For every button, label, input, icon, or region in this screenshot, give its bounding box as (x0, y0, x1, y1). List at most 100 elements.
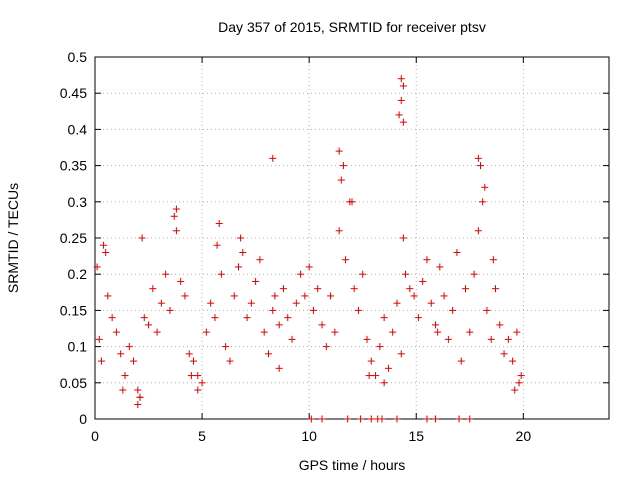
data-point (207, 299, 215, 307)
data-point (397, 96, 405, 104)
data-point (449, 306, 457, 314)
data-point (432, 415, 440, 423)
data-point (462, 285, 470, 293)
data-point (399, 82, 407, 90)
data-point (455, 415, 463, 423)
y-tick-label: 0.35 (60, 158, 87, 174)
data-point (217, 270, 225, 278)
data-point (215, 220, 223, 228)
x-tick-label: 5 (198, 428, 206, 444)
data-point (145, 321, 153, 329)
data-point (187, 372, 195, 380)
data-point (393, 415, 401, 423)
data-point (284, 314, 292, 322)
data-point (344, 415, 352, 423)
data-point (496, 321, 504, 329)
data-point (457, 357, 465, 365)
chart-title: Day 357 of 2015, SRMTID for receiver pts… (218, 19, 486, 35)
data-point (260, 328, 268, 336)
data-point (491, 285, 499, 293)
data-point (436, 263, 444, 271)
data-point (108, 314, 116, 322)
data-point (247, 299, 255, 307)
data-point (322, 343, 330, 351)
data-point (339, 162, 347, 170)
data-point (307, 415, 315, 423)
y-tick-label: 0.1 (68, 339, 88, 355)
data-point (252, 277, 260, 285)
data-point (399, 234, 407, 242)
data-point (100, 241, 108, 249)
y-tick-label: 0.3 (68, 194, 88, 210)
axis-ticks: 0 0.05 0.1 0.15 0.2 0.25 0.3 0.35 0.4 0.45 0.5 0 5 10… (60, 49, 609, 444)
y-tick-label: 0.15 (60, 302, 87, 318)
data-point (138, 234, 146, 242)
data-point (181, 292, 189, 300)
data-point (309, 306, 317, 314)
y-tick-label: 0.4 (68, 121, 88, 137)
data-point (354, 306, 362, 314)
data-point (395, 111, 403, 119)
data-point (517, 372, 525, 380)
data-point (318, 321, 326, 329)
data-point (172, 205, 180, 213)
data-point (466, 328, 474, 336)
data-point (117, 350, 125, 358)
data-point (397, 350, 405, 358)
data-point (314, 285, 322, 293)
data-point (134, 386, 142, 394)
data-point (149, 285, 157, 293)
data-point (297, 270, 305, 278)
data-point (275, 364, 283, 372)
data-point (483, 306, 491, 314)
data-point (367, 415, 375, 423)
data-point (509, 357, 517, 365)
data-point (335, 147, 343, 155)
y-tick-label: 0.5 (68, 49, 88, 65)
data-point (162, 270, 170, 278)
data-point (337, 176, 345, 184)
data-point (140, 314, 148, 322)
data-point (234, 263, 242, 271)
data-point (402, 270, 410, 278)
data-point (125, 343, 133, 351)
data-point (305, 263, 313, 271)
y-axis-label: SRMTID / TECUs (5, 183, 21, 293)
data-point (222, 343, 230, 351)
x-axis-label: GPS time / hours (299, 457, 406, 473)
data-point (513, 328, 521, 336)
data-point (479, 198, 487, 206)
data-point (157, 299, 165, 307)
data-point (327, 292, 335, 300)
data-point (211, 314, 219, 322)
data-point (279, 285, 287, 293)
data-point (414, 314, 422, 322)
data-point (269, 154, 277, 162)
data-point (194, 386, 202, 394)
data-point (434, 328, 442, 336)
x-tick-label: 0 (91, 428, 99, 444)
data-point (226, 357, 234, 365)
data-point (172, 227, 180, 235)
data-point (504, 335, 512, 343)
data-point (153, 328, 161, 336)
data-point (166, 306, 174, 314)
y-tick-label: 0.25 (60, 230, 87, 246)
data-points (93, 75, 525, 423)
data-point (423, 415, 431, 423)
data-point (97, 357, 105, 365)
y-tick-label: 0 (79, 411, 87, 427)
data-point (95, 335, 103, 343)
data-point (342, 256, 350, 264)
data-point (444, 335, 452, 343)
data-point (393, 299, 401, 307)
data-point (470, 270, 478, 278)
data-point (380, 379, 388, 387)
data-point (376, 343, 384, 351)
data-point (348, 198, 356, 206)
data-point (384, 364, 392, 372)
data-point (489, 256, 497, 264)
data-point (477, 162, 484, 170)
x-tick-label: 15 (408, 428, 424, 444)
